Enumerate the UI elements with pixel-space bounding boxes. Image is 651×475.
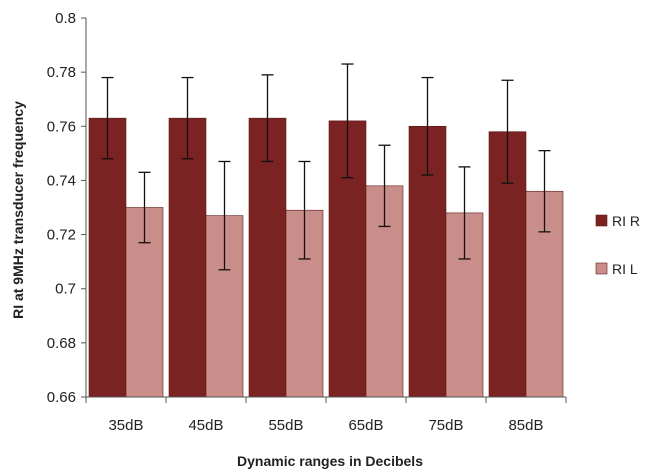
x-tick-label: 65dB — [348, 417, 383, 434]
y-tick-label: 0.72 — [47, 227, 76, 244]
y-tick-label: 0.76 — [47, 118, 76, 135]
y-tick-label: 0.68 — [47, 335, 76, 352]
y-tick-label: 0.78 — [47, 64, 76, 81]
y-tick-label: 0.8 — [55, 10, 76, 27]
bar-ri-r — [168, 117, 207, 398]
x-axis-title: Dynamic ranges in Decibels — [237, 453, 423, 469]
x-tick-label: 75dB — [428, 417, 463, 434]
y-tick-label: 0.74 — [47, 172, 76, 189]
x-tick-label: 85dB — [508, 417, 543, 434]
error-bars — [101, 63, 551, 271]
bar-ri-r — [248, 117, 287, 398]
x-tick-label: 35dB — [108, 417, 143, 434]
legend-swatch — [595, 262, 608, 275]
bars — [88, 117, 564, 398]
bar-ri-r — [88, 117, 127, 398]
y-axis-ticks: 0.66 0.68 0.7 0.72 0.74 0.76 0.78 0.8 — [47, 10, 86, 406]
y-axis-title: RI at 9MHz transducer frequency — [10, 101, 26, 319]
x-tick-label: 55dB — [268, 417, 303, 434]
legend-label: RI R — [612, 213, 640, 229]
legend-label: RI L — [612, 261, 638, 277]
x-axis-ticks: 35dB 45dB 55dB 65dB 75dB 85dB — [85, 397, 567, 434]
legend-swatch — [595, 214, 608, 227]
y-tick-label: 0.66 — [47, 389, 76, 406]
legend: RI R RI L — [595, 213, 640, 277]
y-tick-label: 0.7 — [55, 281, 76, 298]
x-tick-label: 45dB — [188, 417, 223, 434]
